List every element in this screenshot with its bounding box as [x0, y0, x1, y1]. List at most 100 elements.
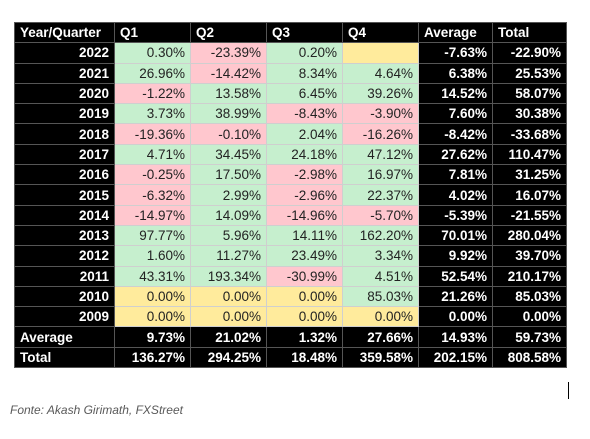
- quarter-cell: 359.58%: [342, 346, 419, 369]
- total-cell: -33.68%: [492, 123, 567, 145]
- quarter-cell: 0.00%: [342, 306, 419, 328]
- table-row: 2010 0.00% 0.00% 0.00% 85.03% 21.26% 85.03%: [14, 285, 567, 308]
- average-cell: 202.15%: [418, 346, 493, 369]
- table-row: 2011 43.31% 193.34% -30.99% 4.51% 52.54% 210.1…: [14, 265, 567, 287]
- average-cell: 70.01%: [418, 224, 493, 247]
- quarter-cell: -8.43%: [266, 103, 343, 125]
- quarter-cell: 9.73%: [114, 326, 191, 348]
- quarter-cell: 4.64%: [342, 62, 419, 84]
- quarter-cell: -14.42%: [190, 62, 267, 84]
- quarter-cell: 22.37%: [342, 184, 419, 206]
- quarter-cell: 4.71%: [114, 143, 191, 166]
- quarter-cell: 0.00%: [266, 306, 343, 328]
- row-label: 2017: [14, 143, 115, 166]
- quarter-cell: -6.32%: [114, 184, 191, 206]
- table-row: 2013 97.77% 5.96% 14.11% 162.20% 70.01% 280.04…: [14, 224, 567, 247]
- quarter-cell: 3.34%: [342, 245, 419, 267]
- total-cell: 31.25%: [492, 164, 567, 186]
- table-row: 2021 26.96% -14.42% 8.34% 4.64% 6.38% 25.53%: [14, 62, 567, 84]
- table-row: 2015 -6.32% 2.99% -2.96% 22.37% 4.02% 16.07%: [14, 184, 567, 206]
- table-body: 2022 0.30% -23.39% 0.20% -7.63% -22.90% 2021 26…: [14, 42, 567, 369]
- average-cell: 0.00%: [418, 306, 493, 328]
- column-header: Q1: [114, 21, 191, 44]
- total-cell: 210.17%: [492, 265, 567, 287]
- quarter-cell: 0.30%: [114, 42, 191, 64]
- quarter-cell: 39.26%: [342, 82, 419, 105]
- total-cell: 280.04%: [492, 224, 567, 247]
- source-caption: Fonte: Akash Girimath, FXStreet: [10, 403, 183, 417]
- row-label: 2010: [14, 285, 115, 308]
- quarter-cell: 193.34%: [190, 265, 267, 287]
- total-cell: 808.58%: [492, 346, 567, 369]
- quarter-cell: -5.70%: [342, 204, 419, 226]
- quarter-cell: 14.09%: [190, 204, 267, 226]
- total-cell: 39.70%: [492, 245, 567, 267]
- quarter-cell: 0.00%: [114, 306, 191, 328]
- table-header: Year/Quarter Q1 Q2 Q3 Q4 Average Total: [14, 21, 567, 44]
- column-header: Average: [418, 21, 493, 44]
- quarter-cell: -0.10%: [190, 123, 267, 145]
- quarter-cell: -23.39%: [190, 42, 267, 64]
- quarterly-returns-table: Year/Quarter Q1 Q2 Q3 Q4 Average Total 2022 0.3…: [14, 21, 567, 369]
- average-cell: 6.38%: [418, 62, 493, 84]
- average-cell: 14.52%: [418, 82, 493, 105]
- quarter-cell: 0.00%: [114, 285, 191, 308]
- quarter-cell: 17.50%: [190, 164, 267, 186]
- total-cell: 59.73%: [492, 326, 567, 348]
- text-cursor: [568, 382, 569, 399]
- row-label: 2015: [14, 184, 115, 206]
- quarter-cell: 23.49%: [266, 245, 343, 267]
- quarter-cell: -14.97%: [114, 204, 191, 226]
- total-cell: 110.47%: [492, 143, 567, 166]
- total-cell: 25.53%: [492, 62, 567, 84]
- table-row: 2014 -14.97% 14.09% -14.96% -5.70% -5.39% -21.…: [14, 204, 567, 226]
- quarter-cell: 3.73%: [114, 103, 191, 125]
- total-cell: 0.00%: [492, 306, 567, 328]
- row-label: 2014: [14, 204, 115, 226]
- quarter-cell: -19.36%: [114, 123, 191, 145]
- quarter-cell: -2.98%: [266, 164, 343, 186]
- quarter-cell: [342, 42, 419, 64]
- quarter-cell: 27.66%: [342, 326, 419, 348]
- quarter-cell: 43.31%: [114, 265, 191, 287]
- row-label: 2019: [14, 103, 115, 125]
- average-cell: 4.02%: [418, 184, 493, 206]
- quarter-cell: 136.27%: [114, 346, 191, 369]
- quarter-cell: -3.90%: [342, 103, 419, 125]
- quarter-cell: -1.22%: [114, 82, 191, 105]
- column-header: Q4: [342, 21, 419, 44]
- quarter-cell: 16.97%: [342, 164, 419, 186]
- quarter-cell: -14.96%: [266, 204, 343, 226]
- total-cell: -22.90%: [492, 42, 567, 64]
- table-row: 2009 0.00% 0.00% 0.00% 0.00% 0.00% 0.00%: [14, 306, 567, 328]
- quarter-cell: 2.04%: [266, 123, 343, 145]
- row-label: 2020: [14, 82, 115, 105]
- row-label: 2021: [14, 62, 115, 84]
- table-row: 2019 3.73% 38.99% -8.43% -3.90% 7.60% 30.38%: [14, 103, 567, 125]
- average-cell: 7.81%: [418, 164, 493, 186]
- quarter-cell: 85.03%: [342, 285, 419, 308]
- average-cell: 27.62%: [418, 143, 493, 166]
- total-cell: 85.03%: [492, 285, 567, 308]
- row-label: 2009: [14, 306, 115, 328]
- average-cell: -8.42%: [418, 123, 493, 145]
- quarter-cell: -0.25%: [114, 164, 191, 186]
- quarter-cell: 34.45%: [190, 143, 267, 166]
- row-label: Total: [14, 346, 115, 369]
- quarter-cell: 6.45%: [266, 82, 343, 105]
- average-cell: 14.93%: [418, 326, 493, 348]
- quarter-cell: 0.00%: [190, 306, 267, 328]
- column-header: Q2: [190, 21, 267, 44]
- average-cell: -7.63%: [418, 42, 493, 64]
- quarter-cell: 26.96%: [114, 62, 191, 84]
- average-cell: 21.26%: [418, 285, 493, 308]
- row-label: 2011: [14, 265, 115, 287]
- row-label: 2016: [14, 164, 115, 186]
- quarter-cell: 47.12%: [342, 143, 419, 166]
- quarter-cell: -16.26%: [342, 123, 419, 145]
- average-cell: 9.92%: [418, 245, 493, 267]
- quarter-cell: 4.51%: [342, 265, 419, 287]
- table-row: 2020 -1.22% 13.58% 6.45% 39.26% 14.52% 58.07%: [14, 82, 567, 105]
- quarter-cell: -2.96%: [266, 184, 343, 206]
- quarter-cell: 0.20%: [266, 42, 343, 64]
